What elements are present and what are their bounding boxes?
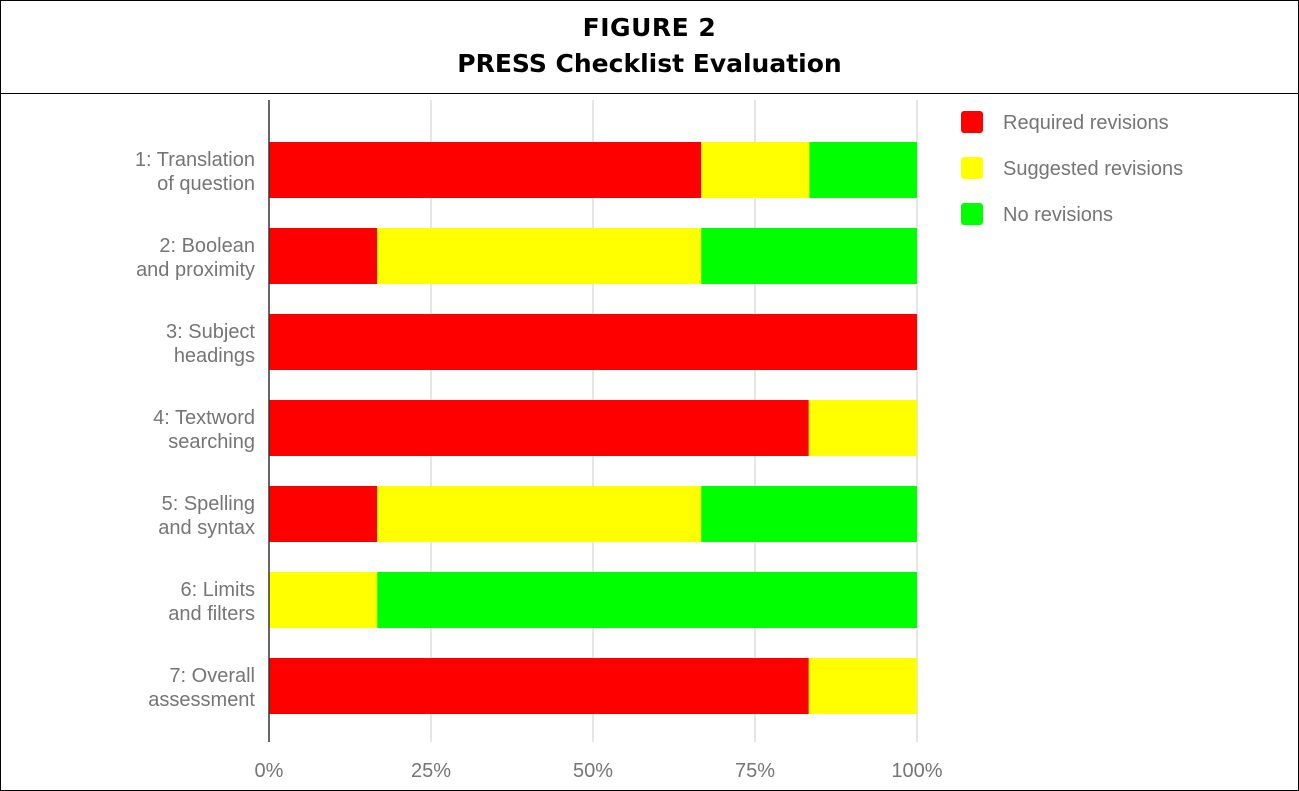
category-label-5: 5: Spelling and syntax (158, 493, 255, 539)
bar-segment-5-2 (377, 486, 702, 542)
bar-segment-3-1 (269, 314, 917, 370)
category-label-2: 2: Boolean and proximity (136, 235, 255, 281)
category-label-3: 3: Subject headings (166, 321, 255, 367)
bar-segment-1-1 (269, 142, 702, 198)
x-tick-label: 100% (891, 760, 942, 782)
chart-title: PRESS Checklist Evaluation (457, 49, 842, 78)
figure-label: FIGURE 2 (582, 13, 717, 42)
bar-segment-7-1 (269, 658, 809, 714)
x-tick-label: 0% (255, 760, 284, 782)
figure-header: FIGURE 2 PRESS Checklist Evaluation (1, 1, 1298, 94)
category-label-7: 7: Overall assessment (148, 665, 255, 711)
bar-segment-5-3 (701, 486, 917, 542)
x-tick-label: 25% (411, 760, 451, 782)
bar-segment-1-3 (809, 142, 917, 198)
bar-segment-5-1 (269, 486, 378, 542)
bar-segment-2-2 (377, 228, 702, 284)
bar-segment-4-2 (808, 400, 917, 456)
legend-label: Suggested revisions (1003, 158, 1183, 180)
bar-segment-7-2 (808, 658, 917, 714)
x-tick-labels: 0% 25% 50% 75% 100% (255, 760, 943, 782)
category-label-6: 6: Limits and filters (168, 579, 255, 625)
legend-swatch (961, 203, 983, 225)
legend-label: No revisions (1003, 204, 1113, 226)
bar-segment-6-2 (269, 572, 378, 628)
bar-segment-1-2 (701, 142, 810, 198)
category-label-4: 4: Textword searching (153, 407, 255, 453)
category-labels: 1: Translation of question 2: Boolean and p… (135, 149, 256, 711)
bars (269, 142, 917, 714)
legend-label: Required revisions (1003, 112, 1169, 134)
bar-segment-6-3 (377, 572, 917, 628)
bar-segment-2-3 (701, 228, 917, 284)
legend: Required revisions Suggested revisions No … (961, 111, 1183, 226)
bar-segment-4-1 (269, 400, 809, 456)
category-label-1: 1: Translation of question (135, 149, 255, 195)
x-tick-label: 50% (573, 760, 613, 782)
bar-segment-2-1 (269, 228, 378, 284)
legend-swatch (961, 157, 983, 179)
legend-swatch (961, 111, 983, 133)
x-tick-label: 75% (735, 760, 775, 782)
